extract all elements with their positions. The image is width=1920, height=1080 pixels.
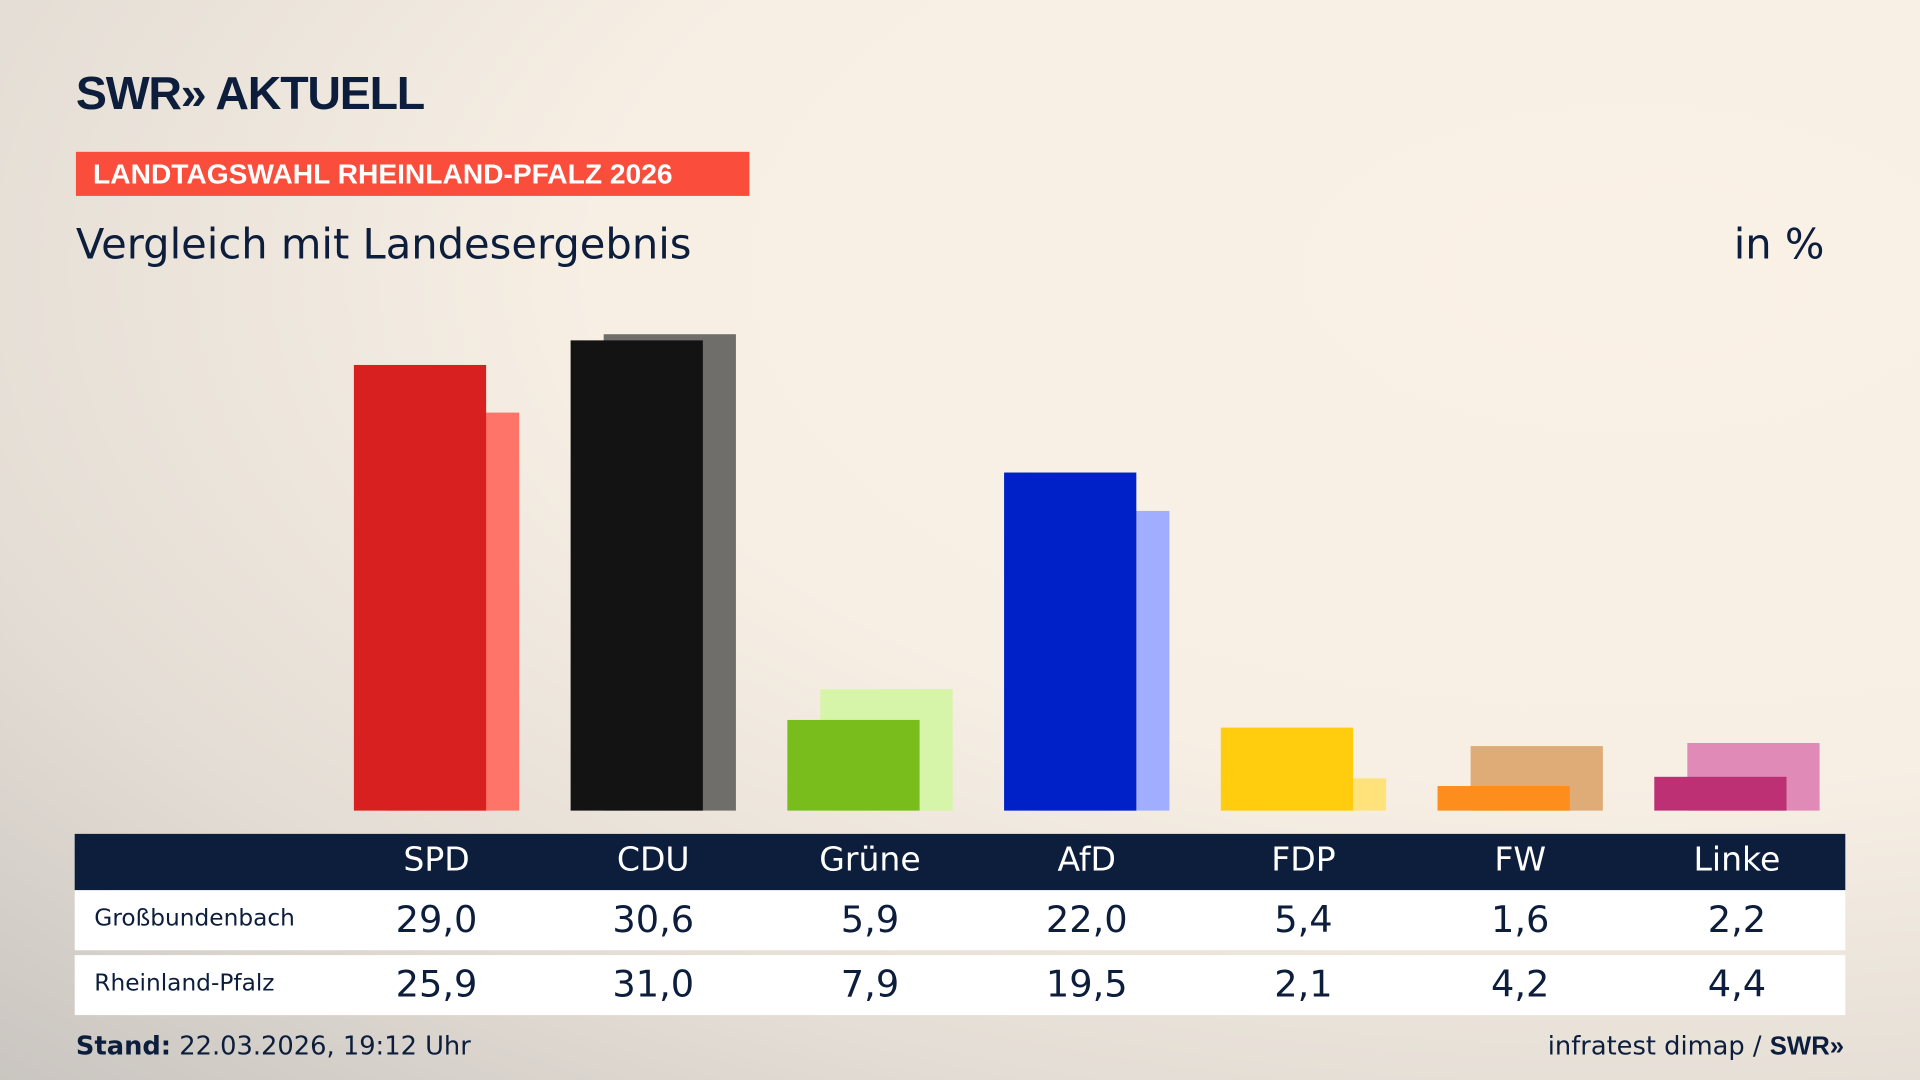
- value-cell: 22,0: [1045, 898, 1128, 942]
- table-header: SPD CDU Grüne AfD FDP FW Linke: [74, 833, 1846, 891]
- party-label: FW: [1494, 841, 1547, 880]
- value-cell: 5,4: [1274, 898, 1333, 942]
- party-label: FDP: [1271, 841, 1336, 880]
- row-label: Großbundenbach: [94, 904, 295, 932]
- source-text: infratest dimap /: [1547, 1031, 1770, 1061]
- timestamp: Stand: 22.03.2026, 19:12 Uhr: [76, 1031, 471, 1060]
- value-cell: 30,6: [612, 898, 695, 942]
- bar-linke-local: [1654, 776, 1787, 811]
- value-cell: 29,0: [395, 898, 478, 942]
- row-label: Rheinland-Pfalz: [94, 969, 275, 997]
- chart-title: Vergleich mit Landesergebnis: [75, 220, 692, 270]
- party-label: CDU: [616, 841, 690, 880]
- value-cell: 4,4: [1707, 963, 1767, 1007]
- bar-afd-local: [1004, 472, 1137, 811]
- value-cell: 2,1: [1274, 963, 1333, 1007]
- bar-spd-local: [353, 364, 487, 811]
- bar-fw-local: [1437, 786, 1570, 811]
- bar-grüne-local: [787, 719, 920, 811]
- value-cell: 25,9: [395, 963, 478, 1007]
- swr-aktuell-logo: SWR» AKTUELL: [75, 68, 425, 121]
- results-table: SPD CDU Grüne AfD FDP FW Linke Großbundenbach 2…: [74, 833, 1846, 1016]
- value-cell: 2,2: [1707, 898, 1767, 942]
- value-cell: 5,9: [840, 898, 900, 942]
- unit-label: in %: [1733, 220, 1825, 270]
- election-banner: LANDTAGSWAHL RHEINLAND-PFALZ 2026: [75, 151, 750, 196]
- bar-fdp-local: [1220, 727, 1354, 811]
- swr-logo: SWR»: [1769, 1032, 1845, 1061]
- value-cell: 31,0: [612, 963, 695, 1007]
- stand-value: 22.03.2026, 19:12 Uhr: [171, 1031, 471, 1061]
- source: infratest dimap / SWR»: [1548, 1031, 1844, 1062]
- value-cell: 1,6: [1490, 898, 1550, 942]
- table-row: Großbundenbach 29,0 30,6 5,9 22,0 5,4 1,6 2,2: [74, 890, 1846, 951]
- value-cell: 4,2: [1490, 963, 1550, 1007]
- stand-label: Stand:: [75, 1031, 172, 1061]
- bar-cdu-local: [570, 340, 703, 811]
- value-cell: 7,9: [840, 963, 900, 1007]
- table-row: Rheinland-Pfalz 25,9 31,0 7,9 19,5 2,1 4,2 4,4: [74, 955, 1846, 1016]
- party-label: Linke: [1693, 841, 1781, 880]
- party-label: AfD: [1057, 841, 1117, 880]
- party-label: SPD: [403, 841, 470, 880]
- party-label: Grüne: [819, 841, 921, 880]
- value-cell: 19,5: [1045, 963, 1128, 1007]
